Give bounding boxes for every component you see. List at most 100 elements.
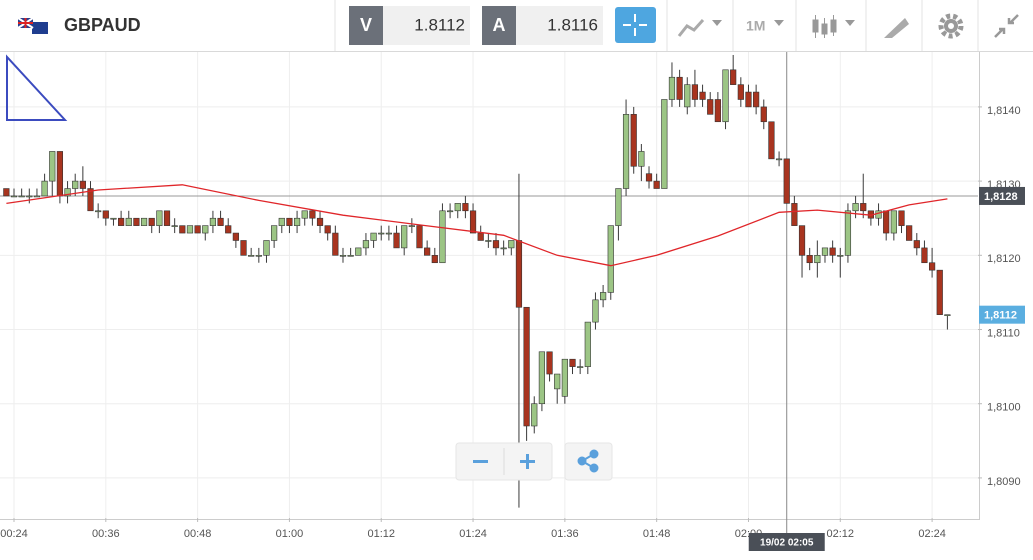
ask-box[interactable] bbox=[516, 6, 603, 45]
candle-body bbox=[622, 114, 630, 189]
timeframe-caret[interactable] bbox=[774, 20, 784, 26]
x-tick-label: 01:48 bbox=[643, 528, 671, 540]
candle-body bbox=[630, 114, 637, 167]
candle-body bbox=[202, 225, 209, 234]
candle-body bbox=[41, 180, 48, 197]
candle-body bbox=[508, 240, 515, 249]
candle-body bbox=[416, 225, 423, 249]
candle-body bbox=[125, 217, 132, 226]
candle-body bbox=[500, 247, 507, 250]
candle-body bbox=[714, 99, 721, 123]
candle-body bbox=[921, 247, 928, 264]
chart-type-button[interactable] bbox=[677, 18, 722, 37]
candle-body bbox=[592, 299, 599, 323]
candle-body bbox=[401, 225, 408, 249]
candle-body bbox=[737, 84, 744, 100]
crosshair-y-badge bbox=[979, 186, 1025, 205]
bid-button[interactable] bbox=[349, 6, 383, 45]
candle-body bbox=[638, 151, 645, 167]
candle-body bbox=[248, 255, 255, 257]
candle-body bbox=[554, 373, 561, 390]
candle-body bbox=[492, 240, 500, 249]
candle-body bbox=[240, 240, 247, 256]
candle-body bbox=[225, 225, 232, 234]
candle-body bbox=[316, 217, 324, 226]
candle-body bbox=[699, 91, 706, 100]
candle-body bbox=[485, 240, 492, 242]
y-tick-label: 1,8120 bbox=[987, 253, 1021, 265]
ask-label[interactable]: A bbox=[493, 15, 506, 35]
candle-body bbox=[944, 314, 951, 316]
x-tick-label: 01:12 bbox=[367, 528, 395, 540]
draw-tool-button[interactable] bbox=[884, 18, 909, 38]
drawn-triangle[interactable] bbox=[6, 54, 68, 121]
candle-body bbox=[890, 210, 897, 234]
candle-body bbox=[194, 225, 201, 234]
crosshair-x-label: 19/02 02:05 bbox=[760, 538, 814, 549]
ask-button[interactable] bbox=[482, 6, 516, 45]
candle-body bbox=[301, 210, 308, 219]
candle-body bbox=[676, 76, 683, 100]
x-tick-label: 01:24 bbox=[459, 528, 487, 540]
candle-body bbox=[913, 240, 920, 249]
candle-body bbox=[806, 255, 813, 264]
candle-body bbox=[691, 84, 699, 100]
zoom-in-button[interactable] bbox=[520, 454, 535, 469]
candle-body bbox=[569, 358, 576, 367]
ask-price[interactable]: 1.8116 bbox=[547, 15, 598, 34]
candle-body bbox=[18, 195, 25, 198]
candle-body bbox=[538, 351, 546, 405]
x-tick-label: 02:24 bbox=[918, 528, 946, 540]
candle-body bbox=[56, 151, 64, 197]
candle-body bbox=[760, 106, 767, 123]
settings-button[interactable] bbox=[938, 13, 964, 39]
candle-body bbox=[293, 217, 301, 226]
candle-type-button[interactable] bbox=[812, 15, 855, 38]
crosshair-button[interactable] bbox=[615, 7, 656, 43]
collapse-button[interactable] bbox=[994, 14, 1019, 38]
candle-body bbox=[439, 210, 446, 264]
candle-body bbox=[707, 99, 714, 115]
y-tick-label: 1,8110 bbox=[987, 327, 1020, 339]
candle-body bbox=[110, 217, 117, 220]
candle-body bbox=[33, 195, 41, 198]
candle-body bbox=[385, 232, 392, 235]
candle-body bbox=[546, 351, 553, 375]
candle-body bbox=[26, 195, 33, 198]
candle-body bbox=[424, 247, 431, 256]
candle-body bbox=[821, 247, 829, 256]
candle-body bbox=[668, 76, 676, 100]
x-tick-label: 00:48 bbox=[184, 528, 212, 540]
crosshair-x-badge bbox=[748, 533, 825, 551]
candle-body bbox=[791, 203, 798, 226]
plot: 1,80901,81001,81101,81201,81301,814000:2… bbox=[0, 52, 1025, 551]
candle-body bbox=[898, 210, 905, 226]
y-tick-label: 1,8100 bbox=[987, 402, 1021, 414]
candle-body bbox=[561, 358, 568, 397]
candle-body bbox=[102, 210, 109, 219]
x-tick-label: 01:00 bbox=[276, 528, 304, 540]
candle-body bbox=[64, 188, 71, 197]
y-tick-label: 1,8140 bbox=[987, 105, 1021, 117]
candle-body bbox=[355, 247, 362, 256]
candle-body bbox=[645, 173, 653, 182]
candle-body bbox=[860, 203, 867, 212]
candle-body bbox=[431, 255, 438, 264]
symbol[interactable]: GBPAUD bbox=[64, 15, 141, 35]
candle-body bbox=[615, 188, 622, 226]
moving-average bbox=[6, 184, 948, 267]
bid-label[interactable]: V bbox=[360, 15, 372, 35]
candle-body bbox=[523, 306, 530, 427]
last-price-label: 1,8112 bbox=[984, 310, 1017, 322]
candle-body bbox=[347, 255, 354, 257]
candle-body bbox=[653, 180, 660, 189]
share-button[interactable] bbox=[577, 449, 599, 473]
candle-body bbox=[745, 91, 752, 108]
bid-price[interactable]: 1.8112 bbox=[414, 15, 465, 34]
candle-body bbox=[829, 247, 836, 256]
candle-body bbox=[156, 210, 163, 226]
timeframe[interactable]: 1M bbox=[746, 18, 765, 34]
bid-box[interactable] bbox=[383, 6, 470, 45]
